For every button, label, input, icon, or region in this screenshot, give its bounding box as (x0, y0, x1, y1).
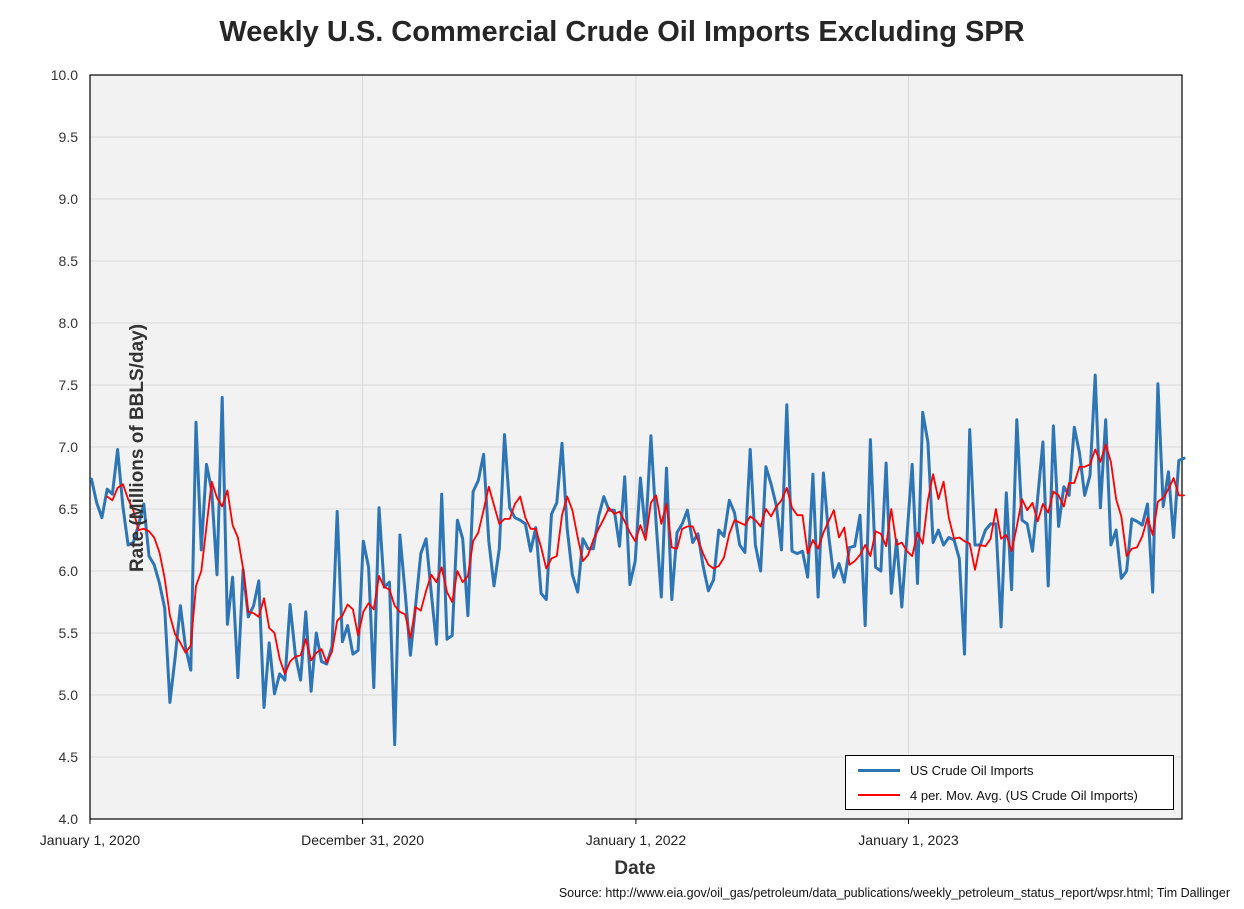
y-axis-label: Rate (Millions of BBLS/day) (127, 323, 149, 573)
y-tick-label: 4.0 (59, 811, 79, 827)
y-tick-label: 7.5 (59, 377, 79, 393)
y-tick-label: 9.0 (59, 191, 79, 207)
x-tick-label: January 1, 2022 (586, 832, 687, 848)
x-tick-label: January 1, 2020 (40, 832, 141, 848)
x-tick-label: December 31, 2020 (301, 832, 424, 848)
y-tick-label: 6.0 (59, 563, 79, 579)
y-tick-label: 8.0 (59, 315, 79, 331)
y-tick-label: 10.0 (51, 67, 78, 83)
legend-entry-imports: US Crude Oil Imports (858, 762, 1034, 778)
source-note: Source: http://www.eia.gov/oil_gas/petro… (558, 886, 1230, 900)
y-tick-label: 5.5 (59, 625, 79, 641)
legend-swatch-moving-average (858, 794, 900, 796)
legend-swatch-imports (858, 768, 900, 772)
series-line-imports (90, 373, 1186, 747)
y-tick-label: 6.5 (59, 501, 79, 517)
legend-label-imports: US Crude Oil Imports (910, 762, 1034, 778)
legend-entry-moving-average: 4 per. Mov. Avg. (US Crude Oil Imports) (858, 787, 1138, 803)
x-tick-label: January 1, 2023 (858, 832, 959, 848)
y-tick-label: 7.0 (59, 439, 79, 455)
chart-title: Weekly U.S. Commercial Crude Oil Imports… (219, 16, 1025, 48)
y-tick-label: 5.0 (59, 687, 79, 703)
series-line-moving-average (106, 443, 1185, 675)
legend: US Crude Oil Imports 4 per. Mov. Avg. (U… (845, 755, 1174, 810)
y-tick-label: 9.5 (59, 129, 79, 145)
y-tick-label: 4.5 (59, 749, 79, 765)
y-tick-label: 8.5 (59, 253, 79, 269)
legend-label-moving-average: 4 per. Mov. Avg. (US Crude Oil Imports) (910, 787, 1138, 803)
x-axis-label: Date (614, 858, 656, 879)
